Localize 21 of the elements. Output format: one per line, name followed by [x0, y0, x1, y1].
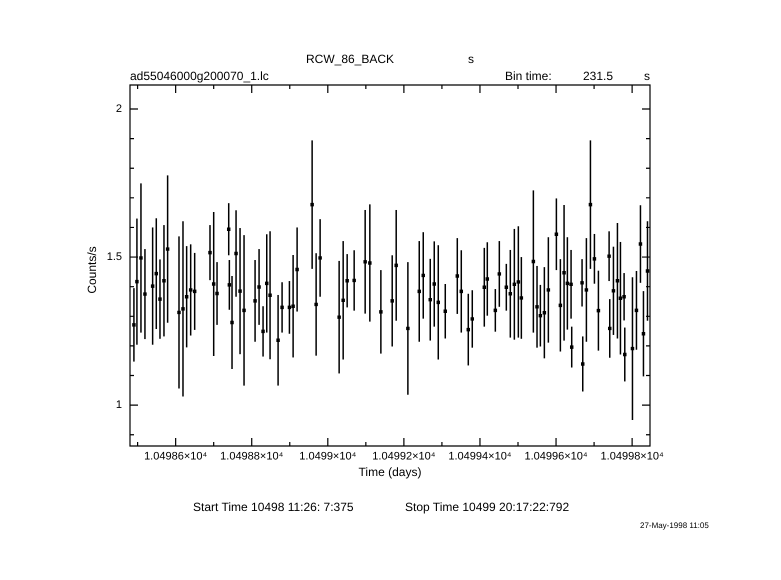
text: s [468, 52, 474, 66]
x-tick-label: 1.0499×10⁴ [299, 450, 357, 463]
y-tick-label: 1.5 [106, 251, 122, 264]
text: Bin time: [505, 69, 552, 83]
y-tick-label: 1 [116, 399, 122, 412]
x-tick-label: 1.04986×10⁴ [144, 450, 208, 463]
chart-title: RCW_86_BACK [306, 52, 394, 66]
x-tick-label: 1.04992×10⁴ [372, 450, 436, 463]
x-tick-label: 1.04988×10⁴ [220, 450, 284, 463]
x-tick-label: 1.04996×10⁴ [524, 450, 588, 463]
x-tick-label: 1.04998×10⁴ [600, 450, 664, 463]
text: 27-May-1998 11:05 [640, 521, 709, 530]
text: Start Time 10498 11:26: 7:375 [193, 500, 354, 514]
text: ad55046000g200070_1.lc [130, 69, 269, 83]
text: s [644, 69, 650, 83]
text: Stop Time 10499 20:17:22:792 [405, 500, 570, 514]
y-tick-label: 2 [116, 103, 122, 116]
text: 231.5 [583, 69, 614, 83]
y-axis-title: Counts/s [85, 246, 99, 294]
x-axis-title: Time (days) [358, 465, 422, 480]
x-tick-label: 1.04994×10⁴ [448, 450, 512, 463]
